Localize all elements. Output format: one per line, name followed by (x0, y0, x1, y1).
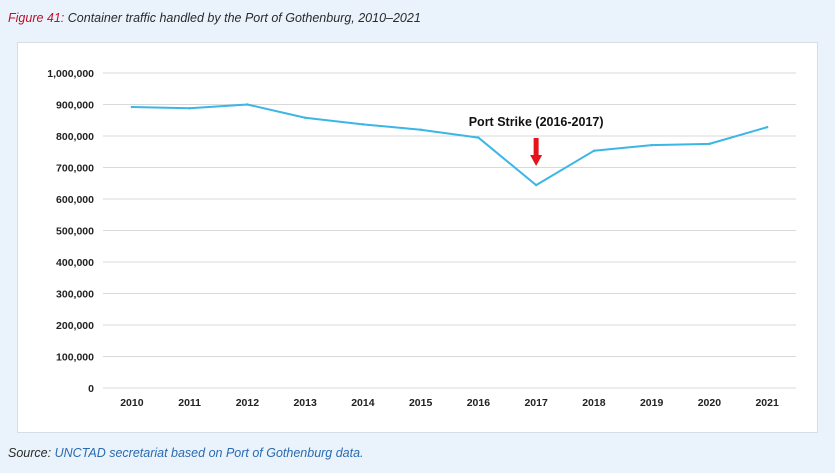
x-tick-label: 2017 (524, 397, 548, 409)
data-point (708, 142, 711, 146)
y-tick-label: 400,000 (56, 257, 94, 269)
x-tick-label: 2015 (409, 397, 433, 409)
x-tick-label: 2018 (582, 397, 606, 409)
x-tick-label: 2019 (640, 397, 664, 409)
x-tick-label: 2011 (178, 397, 201, 409)
port-strike-annotation: Port Strike (2016-2017) (469, 115, 604, 129)
figure-caption: Figure 41: Container traffic handled by … (8, 11, 421, 25)
x-tick-label: 2010 (120, 397, 144, 409)
source-text: UNCTAD secretariat based on Port of Goth… (54, 446, 364, 460)
data-point (419, 128, 422, 131)
data-point (188, 107, 191, 110)
data-point (534, 183, 538, 187)
y-tick-label: 800,000 (56, 131, 94, 143)
x-tick-label: 2021 (755, 397, 779, 409)
x-tick-label: 2014 (351, 397, 375, 409)
series-line (131, 103, 768, 187)
data-point (361, 123, 365, 126)
y-tick-label: 900,000 (56, 100, 94, 112)
down-arrow-icon (530, 155, 543, 166)
x-tick-label: 2013 (293, 397, 317, 409)
data-point (246, 103, 249, 106)
annotation-arrow-shaft (533, 138, 539, 156)
x-tick-label: 2012 (236, 397, 260, 409)
y-tick-label: 700,000 (56, 163, 94, 175)
data-point (765, 125, 769, 129)
data-point (130, 105, 134, 109)
y-tick-label: 200,000 (56, 320, 94, 332)
y-tick-label: 300,000 (56, 289, 94, 301)
data-point (592, 149, 596, 153)
y-tick-label: 0 (88, 383, 94, 395)
data-point (477, 136, 480, 139)
figure-label: Figure 41: (8, 11, 65, 25)
data-point (650, 143, 653, 147)
x-tick-label: 2016 (467, 397, 491, 409)
y-tick-label: 500,000 (56, 226, 94, 238)
source-label: Source: (8, 446, 52, 460)
source-note: Source: UNCTAD secretariat based on Port… (8, 446, 364, 460)
x-tick-label: 2020 (698, 397, 722, 409)
data-point (303, 116, 307, 119)
figure-title: Container traffic handled by the Port of… (67, 11, 421, 25)
y-tick-label: 600,000 (56, 194, 94, 206)
y-tick-label: 1,000,000 (47, 68, 94, 80)
y-tick-label: 100,000 (56, 352, 94, 364)
